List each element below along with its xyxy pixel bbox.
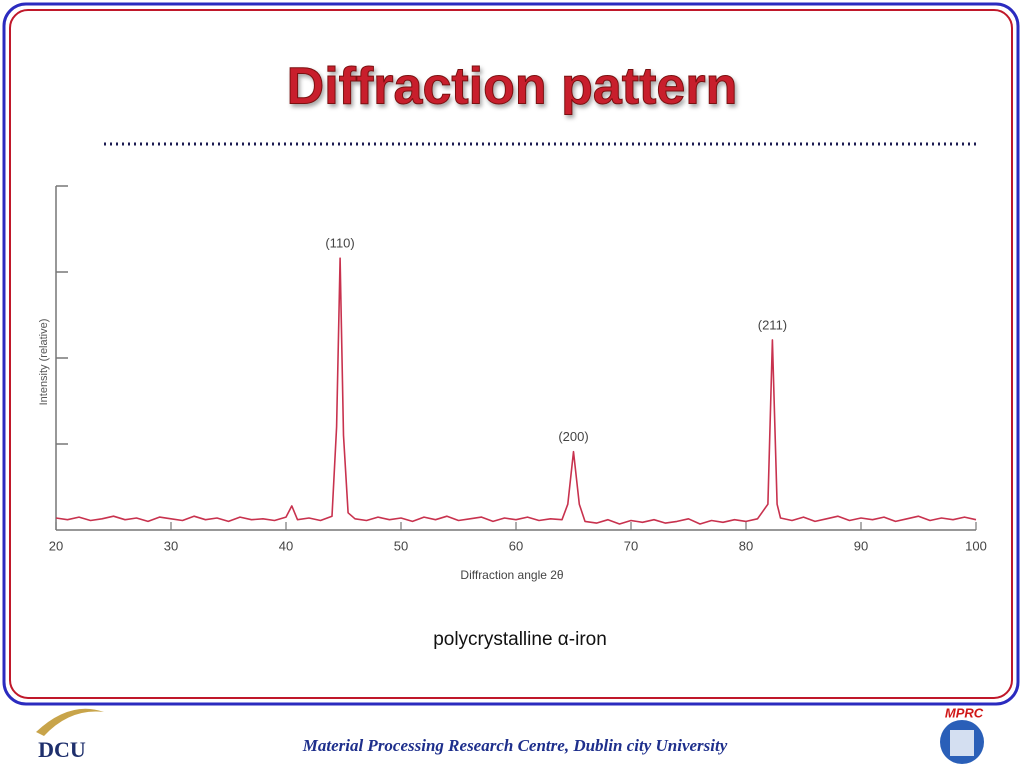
x-axis-label: Diffraction angle 2θ (460, 568, 564, 582)
x-tick-label: 60 (509, 538, 523, 553)
slide-title: Diffraction pattern (287, 58, 738, 116)
caption: polycrystalline α-iron (433, 629, 607, 650)
peak-label: (200) (558, 429, 588, 444)
x-tick-label: 70 (624, 538, 638, 553)
x-tick-label: 50 (394, 538, 408, 553)
y-axis-label: Intensity (relative) (38, 319, 50, 406)
mprc-logo-text: MPRC (945, 705, 984, 720)
dcu-swoosh (36, 708, 104, 736)
chart: 20 30 40 50 60 70 80 90 100 Diffraction angle 2θ I… (38, 185, 987, 582)
mprc-logo-mark (950, 730, 974, 756)
data-line (55, 257, 977, 525)
x-tick-label: 40 (279, 538, 293, 553)
x-tick-label: 30 (164, 538, 178, 553)
peak-label: (211) (758, 317, 787, 332)
x-tick-label: 80 (739, 538, 753, 553)
x-tick-label: 20 (49, 538, 63, 553)
dcu-logo: DCU (38, 737, 86, 762)
peak-label: (110) (325, 236, 354, 251)
x-tick-label: 100 (965, 538, 987, 553)
x-tick-label: 90 (854, 538, 868, 553)
outer-frame (2, 2, 1020, 706)
inner-frame (9, 9, 1013, 699)
footer: Material Processing Research Centre, Dub… (302, 736, 728, 755)
